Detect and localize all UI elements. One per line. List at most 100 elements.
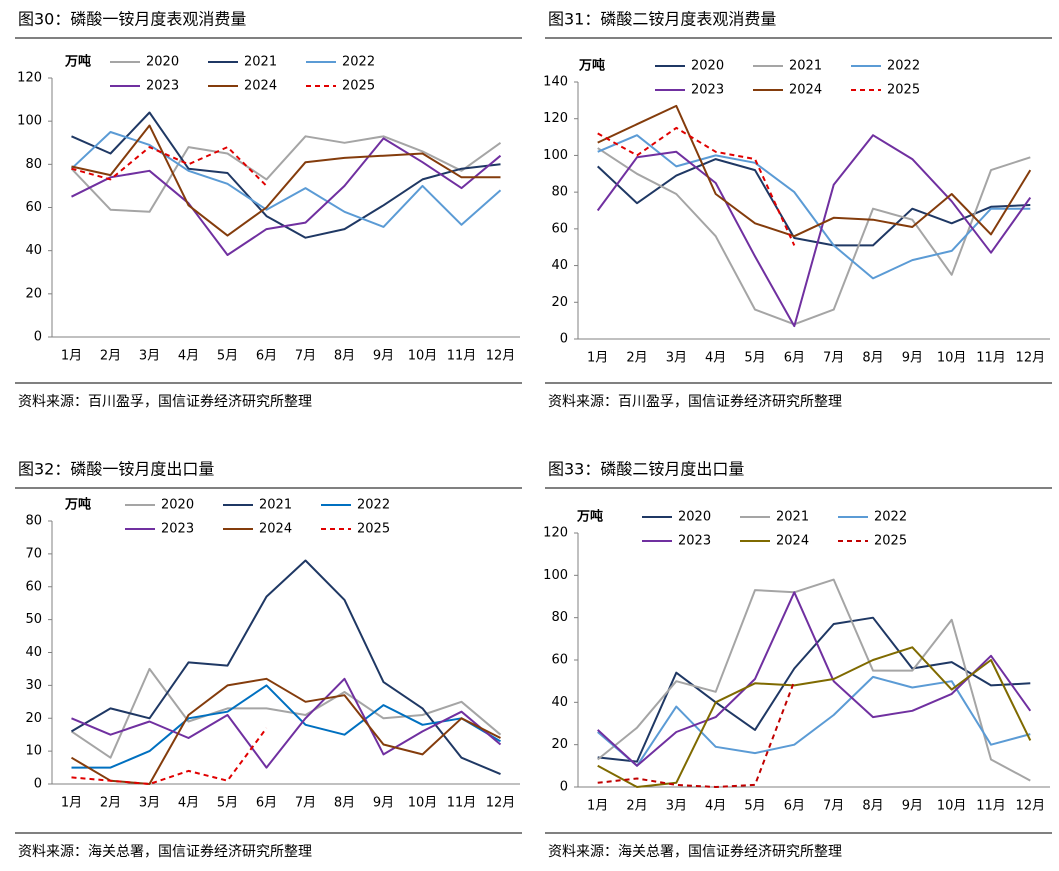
x-tick-label: 7月 — [823, 799, 844, 814]
series-line — [70, 135, 502, 213]
figure-title: 图31：磷酸二铵月度表观消费量 — [548, 10, 776, 29]
legend-label: 2022 — [887, 59, 920, 74]
x-tick-label: 4月 — [178, 349, 199, 364]
series-line — [597, 616, 1031, 763]
series-line — [71, 146, 268, 187]
legend-label: 2021 — [789, 59, 822, 74]
figure-title: 图30：磷酸一铵月度表观消费量 — [18, 10, 246, 29]
x-tick-label: 10月 — [937, 351, 967, 366]
x-tick-label: 5月 — [744, 799, 765, 814]
series-line — [70, 559, 501, 776]
y-tick-label: 20 — [551, 295, 568, 310]
source-note: 资料来源：海关总署，国信证券经济研究所整理 — [548, 844, 842, 860]
x-tick-label: 2月 — [100, 349, 121, 364]
legend-label: 2020 — [161, 498, 194, 513]
series-line — [71, 684, 502, 769]
y-tick-label: 100 — [543, 148, 568, 163]
x-tick-label: 9月 — [902, 799, 923, 814]
series-line — [597, 591, 1032, 767]
source-note: 资料来源：百川盈孚，国信证券经济研究所整理 — [18, 394, 312, 410]
legend-label: 2025 — [874, 534, 907, 549]
x-tick-label: 10月 — [408, 796, 438, 811]
x-tick-label: 4月 — [178, 796, 199, 811]
x-tick-label: 8月 — [334, 796, 355, 811]
legend-label: 2022 — [342, 55, 375, 70]
legend-label: 2023 — [146, 79, 179, 94]
legend-label: 2021 — [776, 510, 809, 525]
x-tick-label: 7月 — [295, 796, 316, 811]
x-tick-label: 6月 — [784, 351, 805, 366]
x-tick-label: 9月 — [373, 796, 394, 811]
y-tick-label: 30 — [25, 678, 42, 693]
y-axis-label: 万吨 — [576, 509, 603, 525]
x-tick-label: 10月 — [937, 799, 967, 814]
y-tick-label: 10 — [25, 744, 42, 759]
x-tick-label: 4月 — [705, 799, 726, 814]
series-line — [597, 147, 1031, 326]
legend-label: 2023 — [161, 522, 194, 537]
legend-label: 2024 — [776, 534, 809, 549]
y-tick-label: 120 — [543, 111, 568, 126]
series-line — [70, 131, 502, 228]
series-line — [597, 158, 1031, 247]
x-tick-label: 8月 — [862, 799, 883, 814]
y-axis-label: 万吨 — [64, 497, 91, 513]
x-tick-label: 3月 — [139, 349, 160, 364]
y-tick-label: 0 — [34, 330, 42, 345]
x-tick-label: 12月 — [1016, 351, 1046, 366]
legend-label: 2022 — [874, 510, 907, 525]
legend-label: 2024 — [244, 79, 277, 94]
series-line — [71, 111, 501, 239]
y-tick-label: 120 — [543, 526, 568, 541]
y-tick-label: 0 — [560, 780, 568, 795]
series-line — [71, 677, 502, 769]
series-line — [597, 126, 796, 246]
series-line — [71, 137, 502, 256]
legend-label: 2020 — [678, 510, 711, 525]
x-tick-label: 1月 — [587, 351, 608, 366]
y-tick-label: 0 — [560, 332, 568, 347]
x-tick-label: 11月 — [976, 799, 1006, 814]
x-tick-label: 9月 — [902, 351, 923, 366]
x-tick-label: 6月 — [256, 796, 277, 811]
y-tick-label: 80 — [551, 185, 568, 200]
series-line — [596, 134, 1032, 328]
y-tick-label: 70 — [25, 546, 42, 561]
series-line — [71, 124, 501, 237]
x-tick-label: 10月 — [408, 349, 438, 364]
x-tick-label: 2月 — [100, 796, 121, 811]
x-tick-label: 12月 — [486, 349, 516, 364]
y-tick-label: 100 — [543, 568, 568, 583]
legend-label: 2023 — [691, 83, 724, 98]
y-tick-label: 0 — [34, 777, 42, 792]
legend-label: 2021 — [244, 55, 277, 70]
y-tick-label: 60 — [551, 653, 568, 668]
legend-label: 2020 — [691, 59, 724, 74]
x-tick-label: 8月 — [334, 349, 355, 364]
x-tick-label: 2月 — [626, 799, 647, 814]
x-tick-label: 4月 — [705, 351, 726, 366]
x-tick-label: 6月 — [256, 349, 277, 364]
legend-label: 2024 — [789, 83, 822, 98]
y-tick-label: 20 — [25, 711, 42, 726]
x-tick-label: 11月 — [976, 351, 1006, 366]
x-tick-label: 9月 — [373, 349, 394, 364]
source-note: 资料来源：百川盈孚，国信证券经济研究所整理 — [548, 394, 842, 410]
x-tick-label: 5月 — [217, 796, 238, 811]
x-tick-label: 12月 — [486, 796, 516, 811]
x-tick-label: 5月 — [217, 349, 238, 364]
series-line — [70, 667, 502, 759]
legend-label: 2025 — [342, 79, 375, 94]
x-tick-label: 5月 — [744, 351, 765, 366]
y-axis-label: 万吨 — [64, 54, 91, 70]
series-line — [597, 680, 796, 788]
x-tick-label: 3月 — [666, 799, 687, 814]
y-tick-label: 40 — [25, 243, 42, 258]
x-tick-label: 3月 — [666, 351, 687, 366]
x-tick-label: 1月 — [587, 799, 608, 814]
legend-label: 2023 — [678, 534, 711, 549]
x-tick-label: 7月 — [295, 349, 316, 364]
figure-title: 图33：磷酸二铵月度出口量 — [548, 460, 744, 479]
